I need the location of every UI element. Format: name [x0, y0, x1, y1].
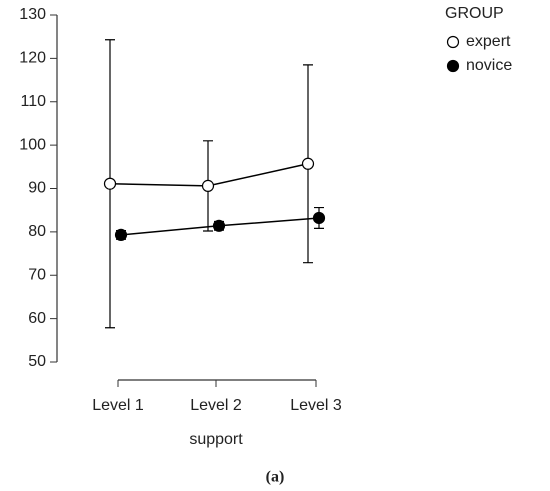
y-tick-label: 60: [28, 310, 46, 327]
point: [201, 179, 215, 192]
x-axis-label: support: [189, 431, 243, 448]
legend-label: expert: [466, 33, 511, 50]
legend-title: GROUP: [445, 5, 504, 22]
legend-marker: [446, 59, 460, 73]
point: [301, 157, 315, 170]
caption: (a): [266, 469, 285, 486]
x-tick-label: Level 3: [290, 397, 342, 414]
x-tick-label: Level 2: [190, 397, 242, 414]
y-tick-label: 100: [19, 136, 46, 153]
y-tick-label: 90: [28, 180, 46, 197]
y-tick-label: 80: [28, 223, 46, 240]
point: [103, 177, 117, 190]
y-tick-label: 130: [19, 6, 46, 23]
y-tick-label: 110: [20, 93, 46, 110]
point: [312, 211, 326, 225]
y-tick-label: 70: [28, 266, 46, 283]
y-tick-label: 120: [19, 50, 46, 67]
legend-label: novice: [466, 57, 512, 74]
legend-marker: [446, 35, 460, 49]
point: [212, 219, 226, 232]
x-tick-label: Level 1: [92, 397, 144, 414]
point: [114, 228, 128, 242]
y-tick-label: 50: [28, 353, 46, 370]
